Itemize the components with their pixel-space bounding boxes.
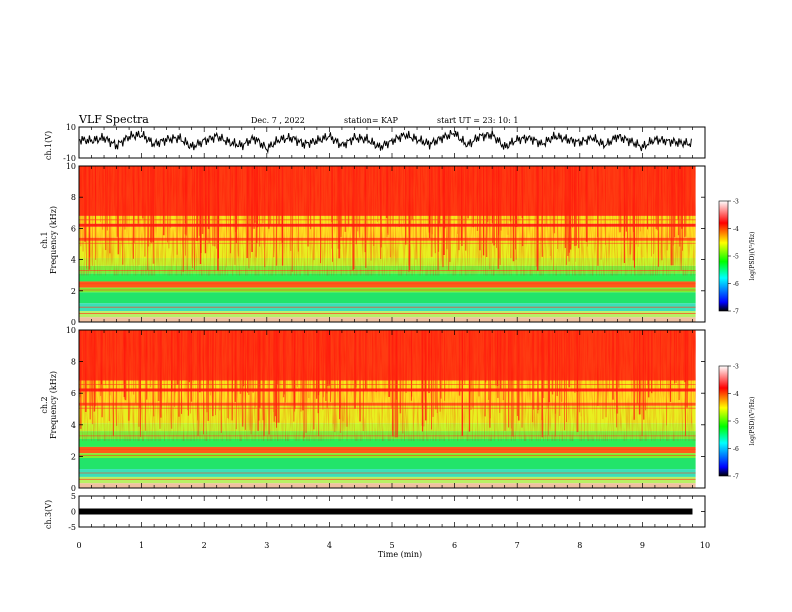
ch1-colorbar-tick-label: -7 xyxy=(733,309,739,316)
ch1-spectrogram-tick-label: 4 xyxy=(71,256,76,265)
ch2-colorbar-tick-label: -4 xyxy=(733,391,739,398)
ch2-spectrogram-tick-label: 8 xyxy=(71,358,76,367)
ch1-y-label: ch.1(V) xyxy=(44,131,53,160)
ch2-spectrogram-band xyxy=(79,446,696,454)
ch2-spectrogram-band xyxy=(79,439,696,447)
x-axis-label: Time (min) xyxy=(378,550,422,559)
ch1-spectrogram-panel: 10 8 6 4 2 0 ch.1Frequency (kHz) xyxy=(40,162,706,327)
ch1-spectrogram-band xyxy=(79,292,696,304)
x-tick-label: 5 xyxy=(389,541,394,550)
x-tick-label: 6 xyxy=(452,541,457,550)
x-tick-label: 8 xyxy=(577,541,582,550)
date-label: Dec. 7 , 2022 xyxy=(251,116,305,125)
ch3-waveform-panel: 5 0 -5 ch.3(V) xyxy=(44,492,706,532)
ch1-spectrogram-band xyxy=(79,317,696,322)
time-axis: 0 1 2 3 4 5 6 7 8 9 10 xyxy=(76,541,710,550)
ch3-y-label: ch.3(V) xyxy=(44,500,53,529)
x-tick-label: 7 xyxy=(515,541,520,550)
ch2-spectrogram-tick-label: 10 xyxy=(66,326,76,335)
ch2-spectrogram-panel: 10 8 6 4 2 0 ch.2Frequency (kHz) xyxy=(40,326,706,493)
ch2-spectrogram-texture xyxy=(79,330,696,441)
x-tick-label: 0 xyxy=(76,541,81,550)
ch1-spectrogram-band xyxy=(79,281,696,288)
ch2-spectrogram-tick-label: 0 xyxy=(71,484,76,493)
ch2-spectrogram-tick-label: 4 xyxy=(71,421,76,430)
ch1-waveform-panel: 10 -10 ch.1(V) xyxy=(44,123,706,163)
ch3-tick-label: -5 xyxy=(68,523,76,532)
ch3-tick-label: 5 xyxy=(71,492,76,501)
ch1-colorbar-scale xyxy=(718,200,729,312)
ch1-waveform-line xyxy=(78,129,692,155)
ch2-colorbar-label: log(PSD)(V²/Hz) xyxy=(749,397,756,446)
ch1-spectrogram-y-label: ch.1Frequency (kHz) xyxy=(40,206,58,274)
ch1-spectrogram-tick-label: 8 xyxy=(71,193,76,202)
ch1-spectrogram-texture xyxy=(79,166,696,276)
ch3-waveform-line xyxy=(79,508,693,515)
ch2-spectrogram-band xyxy=(79,457,696,470)
x-tick-label: 4 xyxy=(327,541,332,550)
ch1-colorbar-tick-label: -3 xyxy=(733,199,739,206)
ch2-spectrogram-tick-label: 2 xyxy=(71,452,76,461)
ch2-colorbar-scale xyxy=(718,365,729,477)
x-tick-label: 3 xyxy=(264,541,269,550)
ch1-colorbar-tick-label: -5 xyxy=(733,254,739,261)
ch1-spectrogram-tick-label: 0 xyxy=(71,318,76,327)
ch2-colorbar-tick-label: -5 xyxy=(733,419,739,426)
ch1-spectrogram-tick-label: 10 xyxy=(66,162,76,171)
ch1-tick-label: -10 xyxy=(63,154,76,163)
station-label: station= KAP xyxy=(344,116,399,125)
ch1-tick-label: 10 xyxy=(66,123,76,132)
x-tick-label: 9 xyxy=(640,541,645,550)
ch1-spectrogram-tick-label: 6 xyxy=(71,224,76,233)
x-tick-label: 1 xyxy=(139,541,144,550)
ch1-colorbar-label: log(PSD)(V²/Hz) xyxy=(749,232,756,281)
colorbars: -3 -4 -5 -6 -7 log(PSD)(V²/Hz) -3 -4 -5 -6 -7 log(P… xyxy=(718,199,756,481)
ch1-spectrogram-band xyxy=(79,311,696,318)
figure-title: VLF Spectra xyxy=(78,113,149,126)
ch2-spectrogram-y-label: ch.2Frequency (kHz) xyxy=(40,371,58,439)
ch2-colorbar-tick-label: -3 xyxy=(733,364,739,371)
ch2-spectrogram-tick-label: 6 xyxy=(71,389,76,398)
ch3-tick-label: 0 xyxy=(71,508,76,517)
ch2-spectrogram-band xyxy=(79,476,696,484)
ch1-colorbar-tick-label: -6 xyxy=(733,281,739,288)
ch2-spectrogram-band xyxy=(79,483,696,488)
ch2-colorbar-tick-label: -6 xyxy=(733,446,739,453)
x-tick-label: 10 xyxy=(700,541,710,550)
x-tick-label: 2 xyxy=(202,541,207,550)
ch1-colorbar-tick-label: -4 xyxy=(733,226,739,233)
start-time-label: start UT = 23: 10: 1 xyxy=(437,116,518,125)
ch2-colorbar-tick-label: -7 xyxy=(733,474,739,481)
ch1-spectrogram-band xyxy=(79,273,696,282)
ch1-spectrogram-tick-label: 2 xyxy=(71,287,76,296)
